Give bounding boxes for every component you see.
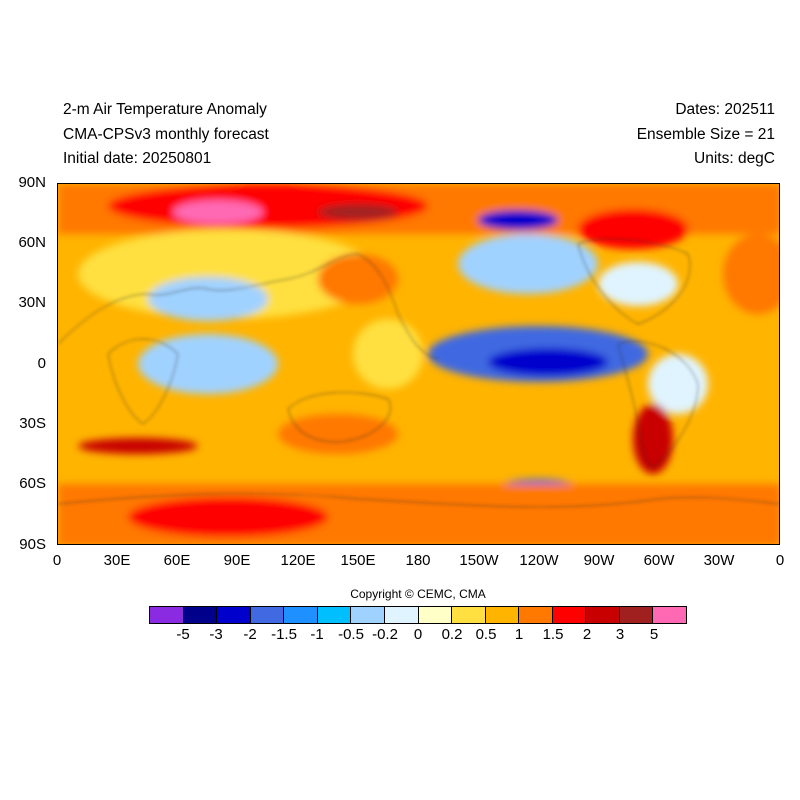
north-atlantic-warm [723, 234, 779, 314]
canada-warm [578, 209, 688, 249]
colorbar-swatch-6 [351, 607, 385, 623]
maritime-continent [353, 319, 423, 389]
lat-label-30n: 30N [18, 294, 46, 311]
colorbar-swatch-14 [619, 607, 654, 623]
colorbar-label: -1 [310, 626, 324, 643]
south-america-outline [617, 341, 699, 467]
map-title: 2-m Air Temperature Anomaly [63, 101, 267, 118]
australia-outline [287, 392, 391, 443]
colorbar-label: 0.5 [475, 626, 497, 643]
colorbar-label: -1.5 [271, 626, 297, 643]
lon-label-30e: 30E [103, 552, 131, 569]
colorbar-label: -5 [176, 626, 190, 643]
africa-outline [107, 338, 179, 425]
colorbar-label: -3 [209, 626, 223, 643]
australia-warm [278, 414, 398, 454]
map-subtitle: CMA-CPSv3 monthly forecast [63, 126, 269, 143]
units-label: Units: degC [694, 150, 775, 167]
colorbar-label: 0 [413, 626, 423, 643]
antarctica-coast [58, 493, 779, 508]
indian-ocean-cool [138, 334, 278, 394]
colorbar-swatch-12 [552, 607, 587, 623]
anomaly-field [58, 184, 779, 544]
lon-label-0: 0 [52, 552, 62, 569]
east-asia-warm [318, 254, 398, 304]
colorbar-swatch-4 [284, 607, 318, 623]
lat-label-eq: 0 [37, 355, 46, 372]
north-pacific-cool [458, 234, 598, 294]
initial-date: Initial date: 20250801 [63, 150, 212, 167]
colorbar-swatch-9 [452, 607, 486, 623]
lon-label-0-end: 0 [775, 552, 785, 569]
colorbar-swatch-5 [317, 607, 352, 623]
colorbar-label: -0.5 [338, 626, 364, 643]
colorbar-swatch-7 [384, 607, 419, 623]
anomaly-map [57, 183, 780, 545]
colorbar [149, 606, 687, 624]
north-america-mild [598, 262, 678, 306]
coastlines [58, 238, 779, 508]
colorbar-swatch-11 [519, 607, 553, 623]
colorbar-label: 1.5 [542, 626, 564, 643]
colorbar-swatch-0 [150, 607, 184, 623]
lon-label-120e: 120E [280, 552, 316, 569]
colorbar-swatch-3 [250, 607, 285, 623]
lat-label-30s: 30S [19, 415, 46, 432]
enso-core [488, 348, 608, 376]
colorbar-swatch-8 [418, 607, 453, 623]
east-siberia-warm [318, 204, 398, 220]
lon-label-60w: 60W [643, 552, 675, 569]
lon-label-30w: 30W [703, 552, 735, 569]
lon-label-120w: 120W [519, 552, 559, 569]
lat-label-60s: 60S [19, 475, 46, 492]
north-america-outline [577, 238, 691, 325]
south-america-mild [648, 354, 708, 414]
central-asia-cool [148, 277, 268, 321]
colorbar-label: 5 [649, 626, 659, 643]
lon-label-90w: 90W [583, 552, 615, 569]
lon-label-150w: 150W [459, 552, 499, 569]
south-atlantic-warm-band [78, 438, 198, 454]
lon-label-60e: 60E [163, 552, 191, 569]
lat-label-60n: 60N [18, 234, 46, 251]
lon-label-90e: 90E [223, 552, 251, 569]
colorbar-label: 1 [514, 626, 524, 643]
colorbar-swatch-10 [485, 607, 520, 623]
lat-label-90n: 90N [18, 174, 46, 191]
colorbar-label: -2 [243, 626, 257, 643]
colorbar-label: 3 [615, 626, 625, 643]
forecast-dates: Dates: 202511 [675, 101, 775, 118]
colorbar-label: -0.2 [372, 626, 398, 643]
east-antarctica-warm [128, 497, 328, 537]
lon-label-150e: 150E [340, 552, 376, 569]
lat-label-90s: 90S [19, 536, 46, 553]
alaska-cool [478, 210, 558, 230]
colorbar-swatch-1 [183, 607, 218, 623]
lon-label-180: 180 [405, 552, 431, 569]
colorbar-swatch-15 [653, 607, 686, 623]
eurasia-coast [58, 253, 439, 360]
colorbar-swatch-2 [217, 607, 251, 623]
argentina-warm [633, 404, 673, 474]
ensemble-size: Ensemble Size = 21 [636, 126, 775, 143]
arctic-extreme-warm [173, 200, 263, 224]
colorbar-swatch-13 [586, 607, 620, 623]
copyright-text: Copyright © CEMC, CMA [350, 587, 486, 601]
colorbar-label: 2 [582, 626, 592, 643]
colorbar-label: 0.2 [441, 626, 463, 643]
